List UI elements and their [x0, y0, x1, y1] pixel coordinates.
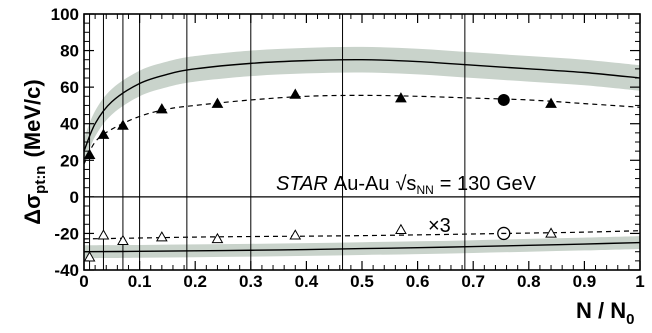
uncertainty-band-solid-curve-upper	[84, 46, 640, 164]
data-points	[83, 88, 557, 262]
y-axis-label-symbol: Δσ	[20, 194, 45, 225]
uncertainty-bands	[84, 46, 640, 259]
energy-value: = 130 GeV	[440, 173, 537, 195]
filled-triangle-point	[97, 128, 110, 139]
tick-labels: 0 0.1 0.2 0.3 0.4 0.5 0.6 0.7 0.8 0.9 1 -40 -20 0 20 40…	[51, 5, 645, 291]
axes	[83, 13, 641, 271]
y-tick-label: -20	[54, 224, 79, 243]
dashed-curve-upper	[83, 94, 641, 165]
filled-triangle-point	[289, 88, 302, 99]
y-tick-label: 80	[60, 42, 79, 61]
open-triangle-point	[83, 251, 96, 262]
open-triangle-point	[211, 232, 224, 244]
centrality-lines	[89, 14, 466, 270]
filled-triangle-point	[545, 97, 557, 108]
y-tick-label: 100	[51, 5, 79, 24]
y-axis-label-unit: (MeV/c)	[20, 79, 45, 157]
y-tick-label: -40	[54, 261, 79, 280]
x-tick-label: 0.4	[295, 272, 319, 291]
filled-triangle-point	[155, 103, 168, 114]
filled-triangle-point	[117, 119, 129, 130]
x-tick-label: 0.6	[406, 272, 430, 291]
x-tick-label: 0.7	[461, 272, 485, 291]
x-tick-label: 0.9	[573, 272, 597, 291]
y-axis-label: Δσpt:n (MeV/c)	[20, 79, 49, 224]
energy-subscript: NN	[416, 183, 433, 197]
open-triangle-point	[117, 234, 129, 245]
uncertainty-band-solid-curve-lower	[84, 236, 640, 259]
experiment-name: STAR	[276, 173, 328, 195]
open-triangle-point	[545, 227, 557, 238]
x-tick-label: 0.1	[128, 272, 152, 291]
x-axis-label-main: N / N	[576, 298, 626, 323]
x-tick-label: 0.3	[239, 272, 263, 291]
open-triangle-point	[395, 223, 407, 235]
x-tick-label: 1	[635, 272, 644, 291]
model-curves	[83, 58, 641, 253]
filled-triangle-point	[211, 97, 224, 108]
open-triangle-point	[97, 229, 110, 240]
experiment-annotation: STAR Au-Au √sNN = 130 GeV	[276, 173, 537, 197]
y-tick-label: 60	[60, 78, 79, 97]
x-axis-label-sub: 0	[626, 311, 634, 328]
y-tick-label: 20	[60, 151, 79, 170]
collision-system: Au-Au	[334, 173, 390, 195]
x-tick-label: 0	[79, 272, 88, 291]
open-triangle-point	[289, 229, 302, 240]
solid-curve-lower	[83, 241, 641, 253]
filled-triangle-point	[395, 92, 407, 103]
x-tick-label: 0.2	[183, 272, 207, 291]
x-tick-label: 0.8	[517, 272, 541, 291]
filled-triangle-point	[83, 148, 96, 160]
x-axis-label: N / N0	[576, 298, 634, 328]
x-tick-label: 0.5	[350, 272, 374, 291]
energy-symbol: √s	[395, 173, 416, 195]
open-triangle-point	[155, 231, 168, 242]
solid-curve-upper	[83, 58, 641, 152]
y-tick-label: 40	[60, 115, 79, 134]
y-tick-label: 0	[70, 188, 79, 207]
y-axis-label-sub: pt:n	[32, 166, 49, 194]
scale-factor-label: ×3	[428, 215, 451, 237]
filled-circle-point	[497, 93, 510, 106]
dashed-curve-lower	[83, 230, 641, 240]
